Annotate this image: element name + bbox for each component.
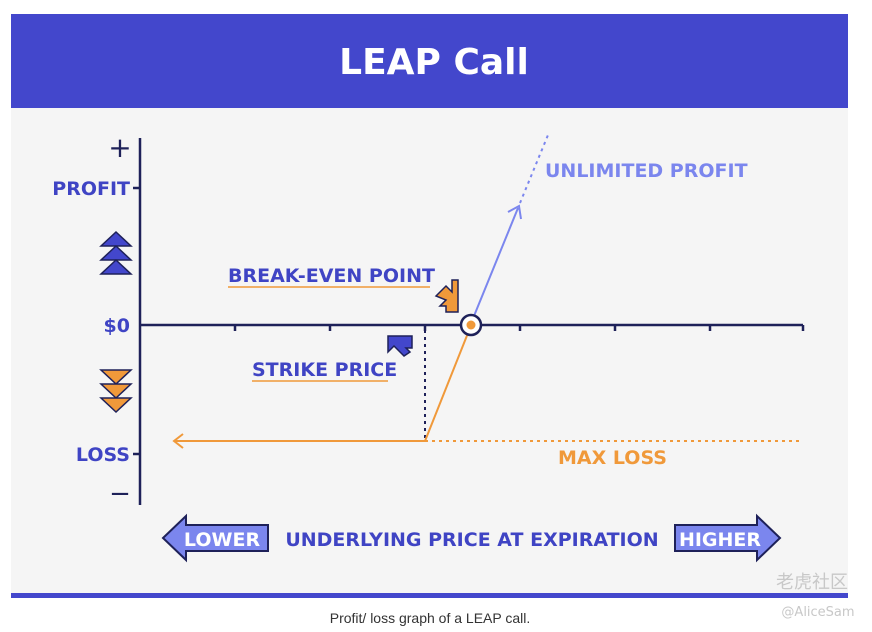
- plus-label: +: [108, 131, 131, 164]
- profit-arrow: [507, 204, 522, 220]
- loss-triangles: [99, 369, 133, 414]
- break-even-pointer: [434, 279, 459, 313]
- max-loss-label: MAX LOSS: [558, 447, 667, 469]
- loss-label: LOSS: [76, 444, 130, 466]
- higher-label: HIGHER: [679, 529, 761, 551]
- profit-label: PROFIT: [52, 178, 130, 200]
- loss-arrow: [172, 433, 184, 449]
- lower-label: LOWER: [184, 529, 261, 551]
- break-even-label: BREAK-EVEN POINT: [228, 265, 435, 287]
- chart-body: [11, 108, 848, 593]
- watermark-user: @AliceSam: [781, 605, 854, 620]
- bottom-bar: [11, 593, 848, 598]
- axis-title: UNDERLYING PRICE AT EXPIRATION: [285, 529, 658, 551]
- lower-arrow: [161, 513, 269, 563]
- higher-arrow: [674, 513, 782, 563]
- header-band: [11, 14, 848, 108]
- break-even-dot: [466, 320, 476, 330]
- title: LEAP Call: [339, 42, 529, 83]
- zero-label: $0: [104, 315, 130, 337]
- minus-label: −: [109, 479, 131, 509]
- watermark-site: 老虎社区: [776, 572, 848, 593]
- unlimited-profit-label: UNLIMITED PROFIT: [545, 160, 748, 182]
- rising-loss-line: [424, 332, 469, 442]
- profit-line: [473, 207, 519, 317]
- caption: Profit/ loss graph of a LEAP call.: [330, 610, 531, 626]
- profit-dots: [519, 134, 549, 204]
- profit-triangles: [99, 230, 133, 275]
- strike-pointer: [387, 335, 413, 357]
- strike-label: STRIKE PRICE: [252, 359, 397, 381]
